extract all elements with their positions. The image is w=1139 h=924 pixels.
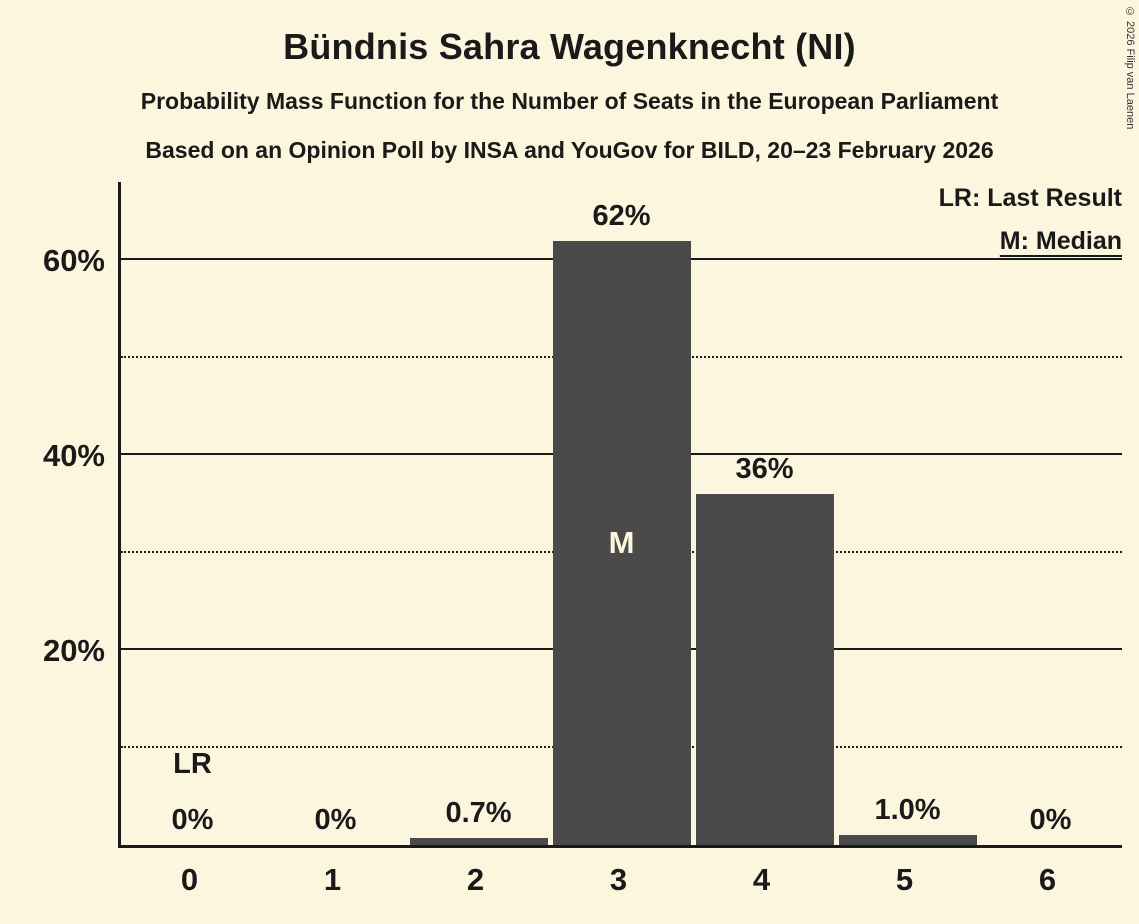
x-tick-label: 6 — [1038, 862, 1057, 897]
median-label: M — [608, 524, 635, 560]
bar-value-label: 36% — [735, 453, 794, 485]
last-result-label: LR — [173, 748, 212, 780]
plot-area: LR: Last Result M: Median 20% 40% 60% 0% 0% 0… — [43, 182, 1122, 848]
x-axis-labels: 0 1 2 3 4 5 6 — [118, 862, 1119, 898]
bar-seats-3 — [552, 240, 691, 845]
x-tick-label: 3 — [609, 862, 628, 897]
x-tick-label: 5 — [895, 862, 914, 897]
x-tick-label: 4 — [752, 862, 771, 897]
bar-value-label: 1.0% — [874, 794, 941, 827]
legend: LR: Last Result M: Median — [939, 184, 1122, 270]
bar-seats-5 — [838, 835, 977, 845]
chart-subtitle-poll: Based on an Opinion Poll by INSA and You… — [145, 137, 994, 163]
bar-value-label: 0% — [171, 804, 214, 836]
x-tick-label: 1 — [323, 862, 342, 897]
bar-seats-4 — [695, 494, 834, 845]
x-tick-label: 0 — [180, 862, 199, 897]
bar-value-label: 0.7% — [445, 797, 512, 830]
y-tick-label: 20% — [42, 633, 105, 668]
chart-subtitle-pmf: Probability Mass Function for the Number… — [140, 88, 999, 114]
bar-value-label: 0% — [1029, 804, 1072, 836]
copyright-text: © 2026 Filip van Laenen — [1124, 6, 1136, 130]
y-tick-label: 40% — [42, 438, 105, 473]
bar-seats-2 — [409, 838, 548, 845]
y-tick-label: 60% — [42, 243, 105, 278]
legend-median: M: Median — [999, 227, 1122, 255]
bar-value-label: 0% — [314, 804, 357, 836]
x-tick-label: 2 — [466, 862, 485, 897]
bar-value-label: 62% — [592, 199, 651, 232]
chart-title: Bündnis Sahra Wagenknecht (NI) — [283, 26, 856, 67]
legend-last-result: LR: Last Result — [938, 184, 1122, 212]
